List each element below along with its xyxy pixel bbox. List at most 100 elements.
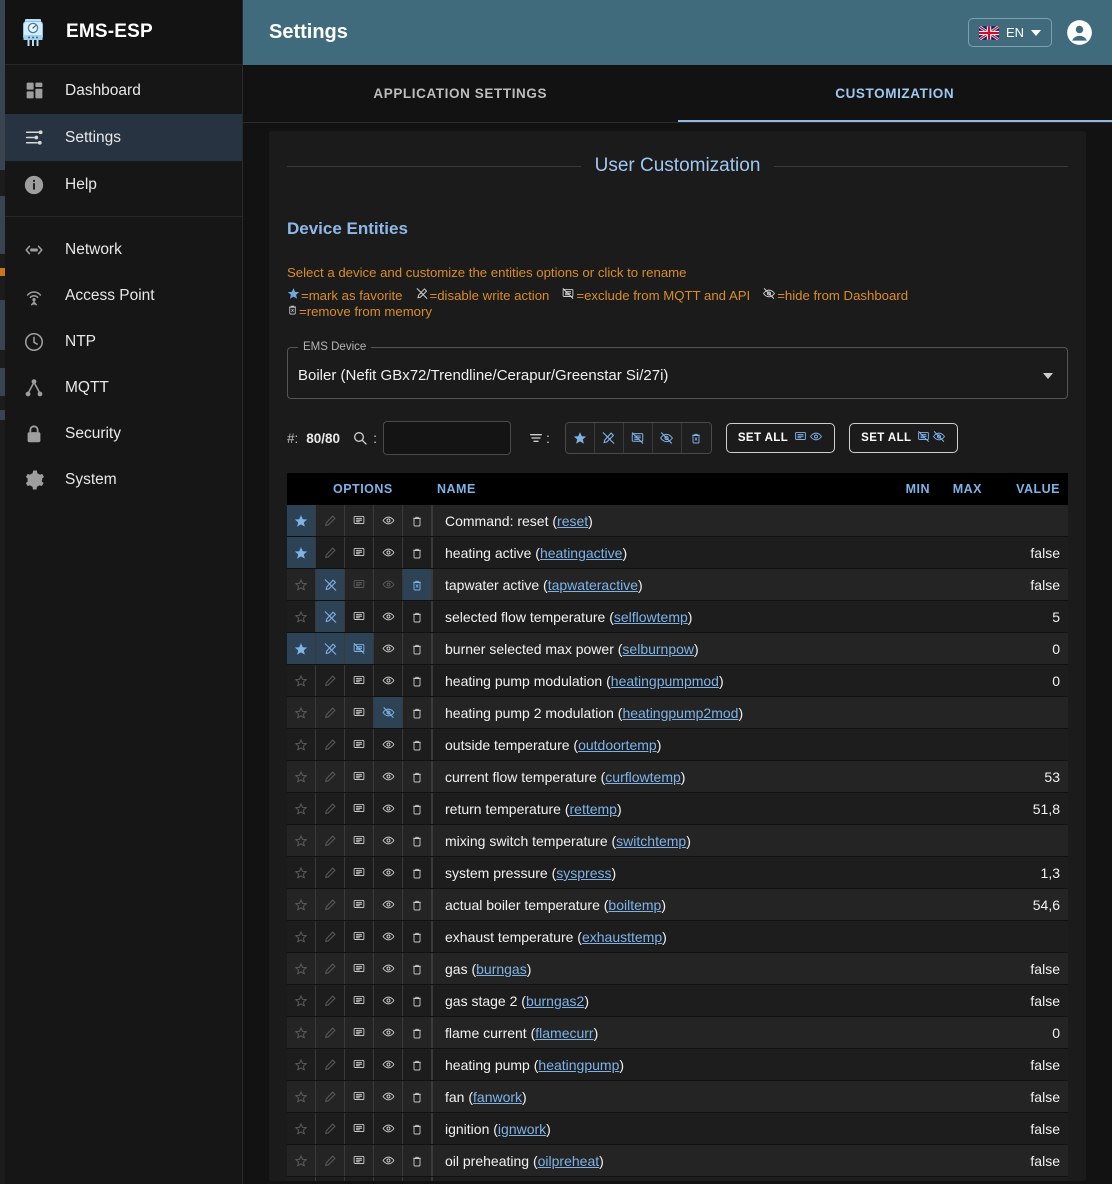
entity-name[interactable]: ignition (ignwork) bbox=[433, 1113, 886, 1144]
option-mqtt-icon[interactable] bbox=[345, 1113, 374, 1145]
table-row[interactable]: gas stage 2 (burngas2) false bbox=[287, 985, 1068, 1018]
option-delete-icon[interactable] bbox=[403, 1177, 432, 1181]
table-row[interactable]: Command: reset (reset) bbox=[287, 505, 1068, 538]
entity-name[interactable]: heating pump (heatingpump) bbox=[433, 1049, 886, 1080]
entity-name[interactable]: return temperature (rettemp) bbox=[433, 793, 886, 824]
entity-name[interactable]: heating active (heatingactive) bbox=[433, 537, 886, 568]
scroll-thumb[interactable] bbox=[0, 368, 5, 396]
account-circle-icon[interactable] bbox=[1062, 16, 1096, 50]
sidebar-item-help[interactable]: Help bbox=[0, 161, 242, 208]
option-write-icon[interactable] bbox=[316, 537, 345, 569]
option-mqtt-icon[interactable] bbox=[345, 1049, 374, 1081]
sidebar-item-mqtt[interactable]: MQTT bbox=[0, 365, 242, 411]
entity-name[interactable]: fan (fanwork) bbox=[433, 1081, 886, 1112]
option-favorite-icon[interactable] bbox=[287, 633, 316, 665]
option-dashboard-icon[interactable] bbox=[374, 1017, 403, 1049]
entity-name[interactable]: heating pump 2 modulation (heatingpump2m… bbox=[433, 697, 886, 728]
option-favorite-icon[interactable] bbox=[287, 697, 316, 729]
option-delete-icon[interactable] bbox=[403, 1145, 432, 1177]
entity-key-link[interactable]: heatingpump bbox=[538, 1056, 620, 1073]
option-delete-icon[interactable] bbox=[403, 505, 432, 537]
option-favorite-icon[interactable] bbox=[287, 729, 316, 761]
table-row[interactable]: mixing switch temperature (switchtemp) bbox=[287, 825, 1068, 858]
option-delete-icon[interactable] bbox=[403, 857, 432, 889]
option-favorite-icon[interactable] bbox=[287, 825, 316, 857]
option-write-icon[interactable] bbox=[316, 793, 345, 825]
option-dashboard-icon[interactable] bbox=[374, 953, 403, 985]
option-dashboard-icon[interactable] bbox=[374, 729, 403, 761]
option-favorite-icon[interactable] bbox=[287, 985, 316, 1017]
table-row[interactable]: heating pump 2 modulation (heatingpump2m… bbox=[287, 697, 1068, 730]
option-delete-icon[interactable] bbox=[403, 889, 432, 921]
sidebar-item-ntp[interactable]: NTP bbox=[0, 319, 242, 365]
filter-hidden-button[interactable] bbox=[652, 423, 682, 454]
option-delete-icon[interactable] bbox=[403, 665, 432, 697]
entity-key-link[interactable]: burngas2 bbox=[525, 992, 585, 1009]
option-mqtt-icon[interactable] bbox=[345, 537, 374, 569]
table-row[interactable]: selected flow temperature (selflowtemp) 5 bbox=[287, 601, 1068, 634]
brand-header[interactable]: EMS-ESP bbox=[0, 0, 242, 65]
entity-name[interactable]: burner selected max power (selburnpow) bbox=[433, 633, 886, 664]
table-row[interactable]: current flow temperature (curflowtemp) 53 bbox=[287, 761, 1068, 794]
option-mqtt-icon[interactable] bbox=[345, 761, 374, 793]
entity-key-link[interactable]: curflowtemp bbox=[605, 768, 681, 785]
option-delete-icon[interactable] bbox=[403, 1049, 432, 1081]
option-mqtt-icon[interactable] bbox=[345, 985, 374, 1017]
table-row[interactable]: heating pump modulation (heatingpumpmod)… bbox=[287, 665, 1068, 698]
entity-name[interactable]: outside temperature (outdoortemp) bbox=[433, 729, 886, 760]
tab-customization[interactable]: CUSTOMIZATION bbox=[677, 65, 1112, 122]
option-write-icon[interactable] bbox=[316, 633, 345, 665]
option-dashboard-icon[interactable] bbox=[374, 1177, 403, 1181]
option-mqtt-icon[interactable] bbox=[345, 729, 374, 761]
column-header-name[interactable]: NAME bbox=[437, 482, 476, 497]
option-favorite-icon[interactable] bbox=[287, 1049, 316, 1081]
entity-name[interactable]: current flow temperature (curflowtemp) bbox=[433, 761, 886, 792]
option-mqtt-icon[interactable] bbox=[345, 697, 374, 729]
column-header-options[interactable]: OPTIONS bbox=[333, 482, 393, 497]
set-all-show-button[interactable]: SET ALL bbox=[725, 423, 836, 454]
entity-key-link[interactable]: reset bbox=[557, 512, 589, 529]
entity-key-link[interactable]: flamecurr bbox=[535, 1024, 594, 1041]
option-delete-icon[interactable] bbox=[403, 697, 432, 729]
option-favorite-icon[interactable] bbox=[287, 1017, 316, 1049]
sidebar-item-security[interactable]: Security bbox=[0, 411, 242, 457]
table-row[interactable]: exhaust temperature (exhausttemp) bbox=[287, 921, 1068, 954]
option-delete-icon[interactable] bbox=[403, 921, 432, 953]
scroll-thumb[interactable] bbox=[0, 196, 5, 254]
entity-key-link[interactable]: rettemp bbox=[569, 800, 617, 817]
option-mqtt-icon[interactable] bbox=[345, 825, 374, 857]
option-mqtt-icon[interactable] bbox=[345, 1145, 374, 1177]
entity-name[interactable]: gas (burngas) bbox=[433, 953, 886, 984]
option-dashboard-icon[interactable] bbox=[374, 761, 403, 793]
option-delete-icon[interactable] bbox=[403, 569, 432, 601]
option-write-icon[interactable] bbox=[316, 985, 345, 1017]
column-header-min[interactable]: MIN bbox=[905, 482, 930, 497]
option-delete-icon[interactable] bbox=[403, 1017, 432, 1049]
entity-key-link[interactable]: syspress bbox=[556, 864, 612, 881]
entity-key-link[interactable]: heatingpumpmod bbox=[610, 672, 719, 689]
entity-key-link[interactable]: tapwateractive bbox=[547, 576, 638, 593]
option-delete-icon[interactable] bbox=[403, 761, 432, 793]
table-row[interactable]: gas (burngas) false bbox=[287, 953, 1068, 986]
entity-name[interactable]: mixing switch temperature (switchtemp) bbox=[433, 825, 886, 856]
table-row[interactable]: tapwater active (tapwateractive) false bbox=[287, 569, 1068, 602]
option-mqtt-icon[interactable] bbox=[345, 857, 374, 889]
entity-key-link[interactable]: switchtemp bbox=[616, 832, 687, 849]
entity-key-link[interactable]: heatingactive bbox=[539, 544, 623, 561]
entity-key-link[interactable]: selburnpow bbox=[622, 640, 695, 657]
option-dashboard-icon[interactable] bbox=[374, 1081, 403, 1113]
option-favorite-icon[interactable] bbox=[287, 889, 316, 921]
option-dashboard-icon[interactable] bbox=[374, 921, 403, 953]
option-write-icon[interactable] bbox=[316, 1081, 345, 1113]
option-delete-icon[interactable] bbox=[403, 953, 432, 985]
filter-deleted-button[interactable] bbox=[681, 423, 711, 454]
scroll-thumb[interactable] bbox=[0, 300, 5, 350]
option-favorite-icon[interactable] bbox=[287, 601, 316, 633]
option-delete-icon[interactable] bbox=[403, 793, 432, 825]
option-write-icon[interactable] bbox=[316, 889, 345, 921]
entity-key-link[interactable]: burngas bbox=[476, 960, 527, 977]
option-write-icon[interactable] bbox=[316, 921, 345, 953]
option-write-icon[interactable] bbox=[316, 1145, 345, 1177]
option-favorite-icon[interactable] bbox=[287, 953, 316, 985]
option-delete-icon[interactable] bbox=[403, 1081, 432, 1113]
